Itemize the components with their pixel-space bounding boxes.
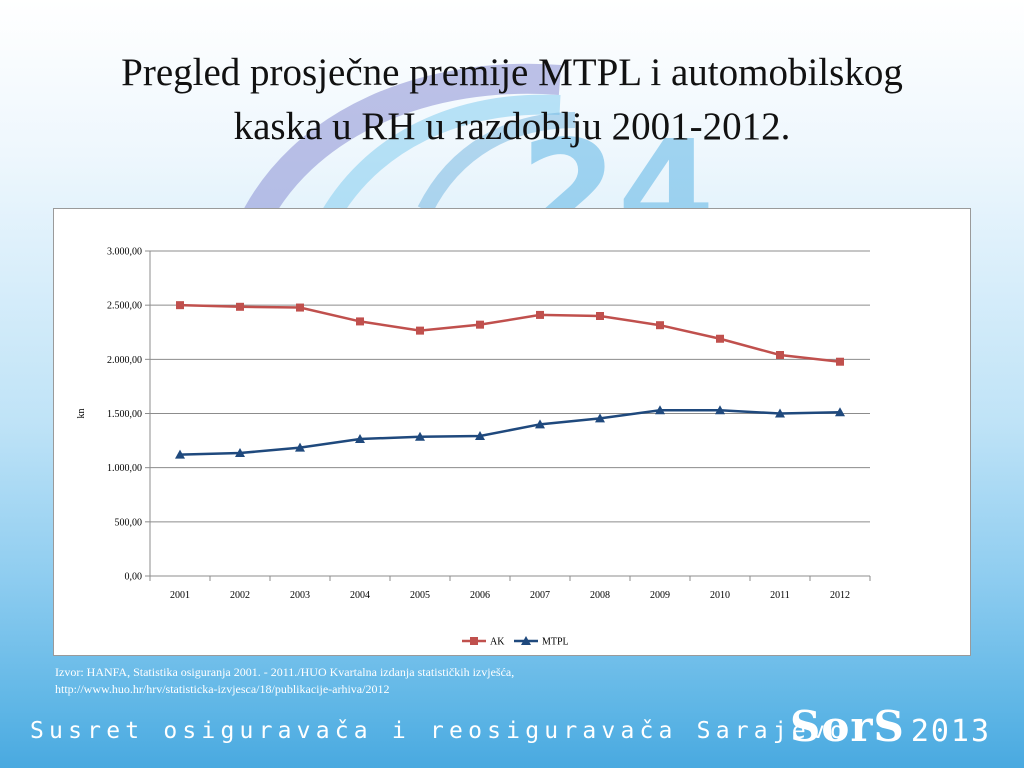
data-point-ak xyxy=(716,334,724,343)
y-tick-label: 500,00 xyxy=(115,517,143,528)
data-point-ak xyxy=(836,357,844,366)
data-point-ak xyxy=(596,312,604,320)
footer-conference-name: Susret osiguravača i reosiguravača Saraj… xyxy=(30,718,850,744)
y-tick-label: 1.500,00 xyxy=(107,409,142,420)
y-tick-label: 1.000,00 xyxy=(107,463,142,474)
x-tick-label: 2004 xyxy=(350,590,370,601)
y-axis-label: kn xyxy=(76,409,87,419)
x-tick-label: 2011 xyxy=(770,590,790,601)
x-tick-label: 2001 xyxy=(170,590,190,601)
slide-title-line-2: kaska u RH u razdoblju 2001-2012. xyxy=(233,105,791,148)
data-point-ak xyxy=(356,317,364,326)
source-line-2: http://www.huo.hr/hrv/statisticka-izvjes… xyxy=(55,682,390,696)
source-citation: Izvor: HANFA, Statistika osiguranja 2001… xyxy=(55,664,755,698)
decorative-arc-lightblue xyxy=(316,94,561,230)
y-tick-label: 3.000,00 xyxy=(107,247,142,258)
data-point-mtpl xyxy=(295,442,305,452)
data-point-mtpl xyxy=(775,408,785,418)
data-point-ak xyxy=(536,310,544,319)
data-point-mtpl xyxy=(835,407,845,417)
data-point-mtpl xyxy=(715,405,725,415)
data-point-ak xyxy=(776,351,784,359)
legend-marker-mtpl xyxy=(521,636,531,645)
data-point-mtpl xyxy=(235,448,245,458)
data-point-ak xyxy=(176,301,184,310)
data-point-mtpl xyxy=(535,419,545,429)
x-tick-label: 2009 xyxy=(650,590,670,601)
chart-canvas: 0,00 500,00 1.000,00 1.500,00 2.000,00 2.500,… xyxy=(76,247,871,648)
logo-year: 2013 xyxy=(910,714,992,749)
slide-title: Pregled prosječne premije MTPL i automob… xyxy=(30,46,994,154)
x-tick-label: 2003 xyxy=(290,590,310,601)
data-point-mtpl xyxy=(475,431,485,441)
x-tick-label: 2012 xyxy=(830,590,850,601)
data-point-mtpl xyxy=(415,431,425,441)
x-tick-label: 2005 xyxy=(410,590,430,601)
data-point-ak xyxy=(416,326,424,335)
legend-marker-ak xyxy=(470,637,478,645)
x-tick-label: 2008 xyxy=(590,590,610,601)
sors-logo: SorS 2013 xyxy=(790,702,991,751)
data-point-mtpl xyxy=(175,449,185,459)
x-tick-label: 2006 xyxy=(470,590,490,601)
y-tick-label: 2.000,00 xyxy=(107,355,142,366)
source-line-1: Izvor: HANFA, Statistika osiguranja 2001… xyxy=(55,665,515,679)
legend-label-ak: AK xyxy=(490,637,505,648)
data-point-ak xyxy=(236,302,244,311)
data-point-ak xyxy=(476,320,484,329)
y-tick-label: 2.500,00 xyxy=(107,301,142,312)
series-line-ak xyxy=(179,303,841,363)
decorative-arc-purple xyxy=(236,63,562,237)
decorative-arc-blue xyxy=(417,112,576,214)
x-tick-label: 2010 xyxy=(710,590,730,601)
x-tick-label: 2002 xyxy=(230,590,250,601)
data-point-ak xyxy=(656,321,664,330)
data-point-mtpl xyxy=(595,413,605,423)
data-point-ak xyxy=(296,303,304,312)
slide-title-line-1: Pregled prosječne premije MTPL i automob… xyxy=(121,51,903,94)
line-chart: 0,00 500,00 1.000,00 1.500,00 2.000,00 2.500,… xyxy=(53,208,971,656)
x-tick-label: 2007 xyxy=(530,590,550,601)
y-tick-label: 0,00 xyxy=(125,572,143,583)
data-point-mtpl xyxy=(655,405,665,415)
legend-label-mtpl: MTPL xyxy=(542,637,569,648)
series-line-mtpl xyxy=(179,409,841,456)
logo-name: SorS xyxy=(790,702,905,751)
data-point-mtpl xyxy=(355,433,365,443)
